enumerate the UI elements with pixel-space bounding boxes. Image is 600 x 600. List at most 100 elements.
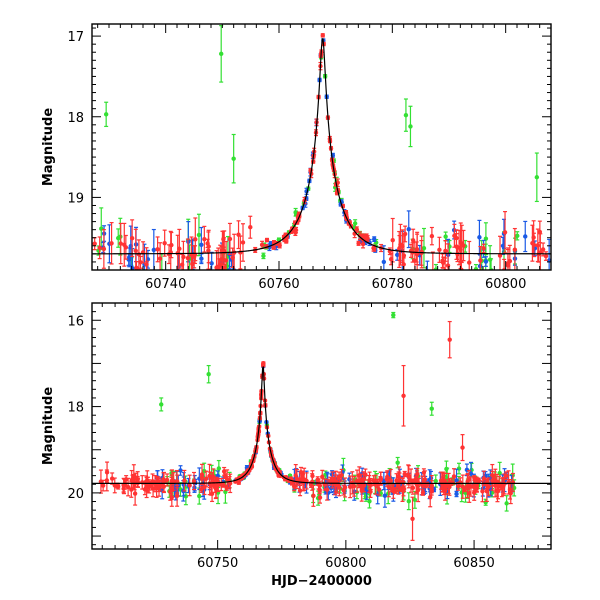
data-point	[460, 474, 466, 499]
data-point	[109, 222, 114, 265]
data-point	[456, 462, 462, 475]
y-tick-label: 16	[67, 314, 84, 329]
data-point	[138, 255, 143, 269]
data-point	[406, 465, 412, 489]
data-point	[199, 253, 204, 265]
data-point	[406, 210, 411, 249]
data-point	[271, 245, 276, 250]
data-point	[356, 240, 361, 246]
data-point	[98, 469, 104, 494]
data-point	[294, 468, 300, 490]
data-point	[231, 133, 236, 184]
data-point	[430, 251, 435, 270]
data-point	[425, 260, 430, 270]
data-point	[467, 240, 472, 270]
data-point	[174, 474, 180, 489]
data-point	[452, 223, 457, 248]
data-point	[456, 481, 461, 491]
data-point	[261, 252, 266, 260]
x-tick-label: 60780	[372, 277, 413, 292]
plot-frame	[91, 302, 552, 550]
data-point	[454, 490, 459, 498]
data-point	[199, 485, 204, 493]
data-point	[109, 472, 115, 485]
data-point	[224, 484, 229, 491]
y-axis-label: Magnitude	[41, 108, 56, 187]
data-point	[164, 473, 170, 487]
data-point	[429, 226, 435, 246]
data-point	[467, 483, 472, 503]
y-tick-label: 19	[67, 191, 84, 206]
data-point	[132, 481, 138, 506]
data-point	[403, 98, 409, 132]
data-point	[295, 477, 301, 485]
data-point	[484, 480, 490, 502]
data-point	[209, 251, 214, 270]
data-point	[227, 222, 233, 256]
data-point	[155, 236, 160, 263]
data-point	[293, 229, 298, 237]
data-point	[535, 228, 541, 263]
data-point	[144, 476, 149, 499]
x-axis-label: HJD−2400000	[271, 574, 372, 589]
data-point	[179, 253, 185, 270]
data-point	[134, 260, 139, 270]
data-point	[206, 364, 211, 384]
data-point	[437, 236, 442, 263]
data-point	[125, 477, 131, 497]
data-point	[101, 229, 107, 269]
data-point	[386, 476, 392, 498]
data-point	[530, 224, 535, 262]
data-point	[447, 320, 452, 359]
data-point	[100, 479, 106, 492]
data-point	[414, 233, 420, 266]
data-point	[103, 101, 109, 128]
data-point	[178, 465, 183, 476]
x-tick-label: 60850	[453, 556, 494, 571]
data-point	[140, 475, 145, 490]
data-point	[337, 478, 342, 497]
data-point	[187, 474, 192, 497]
data-point	[402, 225, 408, 243]
data-point	[223, 240, 229, 270]
data-point	[182, 469, 187, 492]
data-point	[206, 231, 211, 270]
top-panel: 60740 60760 60780 60800 17 18 19 Magnitude	[41, 23, 552, 295]
data-point	[487, 245, 493, 270]
data-point	[123, 234, 129, 260]
data-point	[157, 242, 163, 270]
data-point	[433, 474, 438, 488]
data-point	[118, 222, 123, 265]
y-tick-label: 18	[67, 111, 84, 126]
data-point	[427, 285, 431, 295]
data-point	[503, 471, 509, 481]
data-point	[214, 250, 219, 270]
data-point	[297, 484, 303, 497]
y-tick-label: 20	[67, 487, 84, 502]
model-curve	[92, 38, 551, 255]
data-point	[236, 220, 241, 250]
data-point	[381, 245, 387, 270]
data-point	[394, 473, 399, 489]
data-point	[505, 248, 511, 270]
data-point	[159, 397, 164, 412]
data-point	[351, 475, 357, 497]
y-axis-label: Magnitude	[41, 387, 56, 466]
data-point	[311, 484, 316, 507]
data-point	[92, 237, 97, 251]
data-point	[129, 219, 135, 258]
x-tick-label: 60800	[325, 556, 366, 571]
data-point	[240, 223, 246, 262]
data-point	[497, 235, 503, 270]
data-point	[248, 215, 253, 239]
plot-frame	[91, 23, 552, 271]
data-point	[515, 231, 520, 241]
data-point	[395, 456, 400, 469]
data-point	[129, 469, 134, 491]
data-point	[191, 245, 197, 269]
data-point	[284, 239, 289, 244]
data-point	[406, 492, 412, 511]
data-point	[330, 471, 335, 489]
data-point	[97, 236, 102, 260]
